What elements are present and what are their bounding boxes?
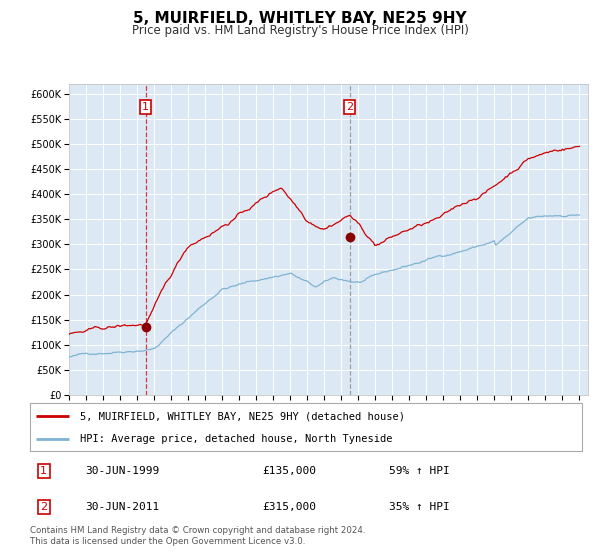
Text: 30-JUN-2011: 30-JUN-2011 [85,502,160,512]
Text: 2: 2 [346,102,353,113]
Text: 1: 1 [40,466,47,476]
FancyBboxPatch shape [30,403,582,451]
Text: Price paid vs. HM Land Registry's House Price Index (HPI): Price paid vs. HM Land Registry's House … [131,24,469,36]
Text: 30-JUN-1999: 30-JUN-1999 [85,466,160,476]
Text: 59% ↑ HPI: 59% ↑ HPI [389,466,449,476]
Text: HPI: Average price, detached house, North Tyneside: HPI: Average price, detached house, Nort… [80,434,392,444]
Text: 5, MUIRFIELD, WHITLEY BAY, NE25 9HY (detached house): 5, MUIRFIELD, WHITLEY BAY, NE25 9HY (det… [80,411,404,421]
Text: £135,000: £135,000 [262,466,316,476]
Text: 1: 1 [142,102,149,113]
Text: 2: 2 [40,502,47,512]
Text: Contains HM Land Registry data © Crown copyright and database right 2024.
This d: Contains HM Land Registry data © Crown c… [30,526,365,546]
Text: £315,000: £315,000 [262,502,316,512]
Text: 35% ↑ HPI: 35% ↑ HPI [389,502,449,512]
Text: 5, MUIRFIELD, WHITLEY BAY, NE25 9HY: 5, MUIRFIELD, WHITLEY BAY, NE25 9HY [133,11,467,26]
